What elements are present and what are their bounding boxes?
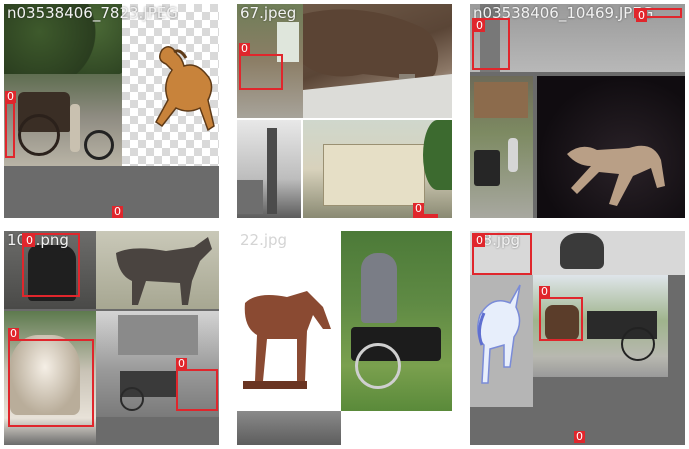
tile-filename: n03538406_10469.JPEG — [473, 4, 654, 22]
horse-head-shape — [303, 9, 452, 118]
detection-box[interactable]: 0 — [239, 43, 283, 90]
detection-label: 0 — [474, 234, 485, 247]
wheel-shape — [355, 343, 401, 389]
detection-box[interactable]: 0 — [5, 91, 16, 158]
house-shape — [474, 82, 528, 118]
wheel-shape — [84, 130, 114, 160]
detection-box[interactable]: 0 — [472, 233, 532, 275]
sign-shape — [277, 22, 299, 62]
detection-label: 0 — [8, 327, 19, 340]
photo-street-horse — [237, 4, 303, 118]
detection-box[interactable]: 0 — [472, 18, 510, 70]
wheel-shape — [18, 114, 60, 156]
white-fill — [341, 411, 452, 445]
wheel-shape — [120, 387, 144, 411]
donkey-shape — [116, 237, 212, 305]
detection-label: 0 — [5, 90, 16, 103]
buggy-shape — [474, 150, 500, 186]
photo-horse-sculpture-white — [470, 231, 685, 275]
mosaic-tile-6[interactable]: 38.jpg 0 0 0 — [470, 231, 685, 445]
detection-label: 0 — [474, 19, 485, 32]
mosaic-tile-1[interactable]: n03538406_7823.JPEG 0 0 — [4, 4, 219, 218]
photo-horse-statue-bronze — [237, 231, 341, 411]
detection-label: 0 — [636, 9, 647, 22]
photo-buggy-field — [533, 275, 668, 377]
detection-box[interactable]: 0 — [539, 286, 583, 341]
photo-man-carriage — [341, 231, 452, 411]
gray-fill — [533, 377, 685, 445]
photo-road-gray — [470, 4, 685, 72]
mosaic-tile-2[interactable]: 67.jpeg 0 0 — [237, 4, 452, 218]
photo-tower-bw — [237, 120, 301, 218]
detection-box[interactable]: 0 — [176, 358, 218, 411]
detection-label: 0 — [413, 202, 424, 215]
building-shape — [118, 315, 198, 355]
photo-horse-head-closeup — [303, 4, 452, 118]
tile-filename: 22.jpg — [240, 231, 288, 249]
photo-horse-drawing-cutout — [122, 4, 219, 166]
building-shape — [323, 144, 425, 206]
bronze-horse-shape — [243, 291, 331, 389]
photo-trees-bw — [237, 411, 341, 445]
photo-carriage-bw — [96, 311, 219, 417]
tile-filename: n03538406_7823.JPEG — [7, 4, 178, 22]
detection-label: 0 — [239, 42, 250, 55]
photo-buggy-road — [470, 76, 533, 218]
photo-donkey — [96, 231, 219, 309]
person-shape — [361, 253, 397, 323]
horse-statue-shape — [567, 145, 665, 206]
tree-shape — [4, 4, 122, 74]
detection-label: 0 — [539, 285, 550, 298]
gray-fill — [4, 166, 219, 218]
detection-box[interactable]: 0 — [22, 233, 80, 297]
roof-shape — [237, 180, 263, 214]
photo-building-street — [303, 120, 452, 218]
photo-horse-statue-dark — [537, 76, 685, 218]
unicorn-shape — [477, 284, 521, 384]
mosaic-tile-3[interactable]: n03538406_10469.JPEG 0 0 — [470, 4, 685, 218]
person-shape — [508, 138, 518, 172]
detection-box[interactable]: 0 — [634, 8, 682, 22]
horse-illustration — [155, 46, 215, 132]
person-shape — [70, 104, 80, 152]
detection-box[interactable]: 0 — [8, 328, 94, 427]
detection-box[interactable]: 0 — [413, 203, 438, 218]
horse-shape — [28, 245, 76, 301]
mane-shape — [10, 335, 80, 415]
wheel-shape — [621, 327, 655, 361]
tree-shape — [423, 120, 452, 190]
tile-filename: 67.jpeg — [240, 4, 297, 22]
mosaic-tile-5[interactable]: 22.jpg — [237, 231, 452, 445]
photo-carriage-street — [4, 4, 122, 166]
photo-white-horse-closeup — [4, 311, 96, 445]
photo-unicorn — [470, 275, 533, 407]
detection-label: 0 — [176, 357, 187, 370]
tower-shape — [267, 128, 277, 214]
detection-label: 0 — [112, 205, 123, 218]
detection-label: 0 — [24, 234, 35, 247]
horse-shape — [545, 305, 579, 341]
detection-label: 0 — [574, 430, 585, 443]
mosaic-tile-4[interactable]: 107.png 0 0 0 — [4, 231, 219, 445]
post-shape — [480, 4, 500, 72]
sculpture-shape — [560, 233, 604, 269]
